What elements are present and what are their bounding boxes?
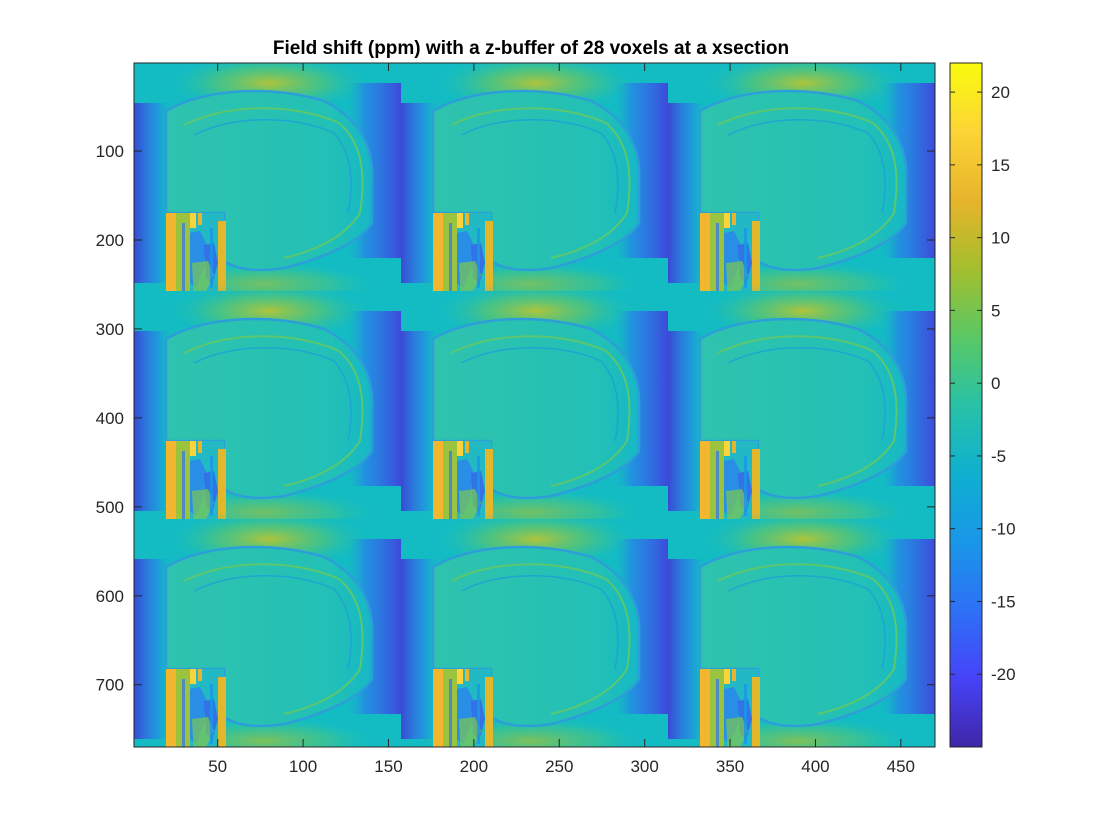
heatmap-tile-r2-c3: [666, 279, 935, 539]
colorbar-tick-label: 20: [991, 83, 1010, 102]
colorbar: [949, 62, 983, 748]
x-tick-label: 400: [801, 757, 829, 776]
x-tick-label: 300: [630, 757, 658, 776]
x-tick-label: 50: [208, 757, 227, 776]
plot-area-frame: [133, 62, 936, 748]
y-tick-label: 300: [96, 320, 124, 339]
colorbar-tick-label: -5: [991, 447, 1006, 466]
y-axis: 100 200 300 400 500 600 700: [96, 142, 935, 695]
colorbar-tick-label: -20: [991, 665, 1016, 684]
x-tick-label: 200: [460, 757, 488, 776]
colorbar-tick-label: -15: [991, 592, 1016, 611]
chart-title: Field shift (ppm) with a z-buffer of 28 …: [273, 38, 789, 59]
x-tick-label: 350: [716, 757, 744, 776]
colorbar-tick-label: -10: [991, 520, 1016, 539]
x-tick-label: 100: [289, 757, 317, 776]
heatmap-tile-r1-c1: [134, 63, 403, 311]
y-tick-label: 400: [96, 409, 124, 428]
heatmap-tile-r2-c1: [134, 279, 403, 539]
y-tick-label: 700: [96, 676, 124, 695]
heatmap-image: [134, 63, 935, 747]
colorbar-tick-label: 0: [991, 374, 1000, 393]
heatmap-tile-r2-c2: [399, 279, 670, 539]
x-tick-label: 150: [374, 757, 402, 776]
y-tick-label: 500: [96, 498, 124, 517]
heatmap-tiles: [134, 63, 935, 747]
y-tick-label: 100: [96, 142, 124, 161]
heatmap-tile-r3-c3: [666, 507, 935, 747]
colorbar-tick-label: 10: [991, 229, 1010, 248]
x-tick-label: 250: [545, 757, 573, 776]
colorbar-tick-label: 5: [991, 301, 1000, 320]
heatmap-tile-r1-c2: [399, 63, 670, 311]
y-tick-label: 200: [96, 231, 124, 250]
x-tick-label: 450: [887, 757, 915, 776]
heatmap-tile-r1-c3: [666, 63, 935, 311]
y-tick-label: 600: [96, 587, 124, 606]
colorbar-tick-label: 15: [991, 156, 1010, 175]
heatmap-tile-r3-c2: [399, 507, 670, 747]
colorbar-axis: 20 15 10 5 0 -5 -10 -15 -20: [950, 83, 1016, 684]
heatmap-tile-r3-c1: [134, 507, 403, 747]
x-axis: 50 100 150 200 250 300 350 400 450: [208, 63, 915, 776]
